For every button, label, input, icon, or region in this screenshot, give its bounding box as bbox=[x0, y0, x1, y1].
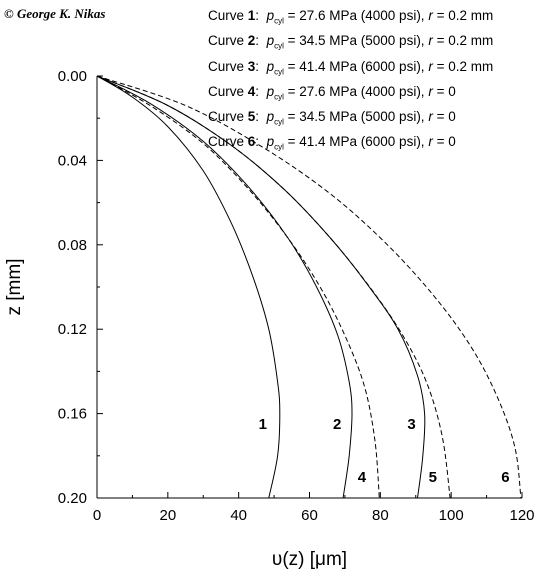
y-tick-label: 0.08 bbox=[58, 237, 87, 254]
curve-label-5: 5 bbox=[429, 469, 437, 486]
series-line-2 bbox=[96, 75, 353, 499]
legend-entry-2: Curve 2: pcyl = 34.5 MPa (5000 psi), r =… bbox=[208, 33, 494, 51]
series-line-1 bbox=[96, 75, 281, 499]
series-line-4 bbox=[96, 75, 380, 499]
x-tick-label: 20 bbox=[159, 507, 176, 524]
legend-entry-4: Curve 4: pcyl = 27.6 MPa (4000 psi), r =… bbox=[208, 83, 456, 102]
x-tick-label: 100 bbox=[439, 507, 464, 524]
legend: Curve 1: pcyl = 27.6 MPa (4000 psi), r =… bbox=[208, 6, 493, 158]
series-line-6 bbox=[96, 75, 522, 499]
x-axis-label: υ(z) [μm] bbox=[272, 549, 347, 570]
y-tick-label: 0.12 bbox=[58, 321, 87, 338]
series-line-3 bbox=[96, 75, 426, 499]
series-line-5 bbox=[96, 75, 451, 499]
curve-label-2: 2 bbox=[333, 416, 341, 433]
curve-label-6: 6 bbox=[501, 469, 509, 486]
curve-label-1: 1 bbox=[259, 416, 267, 433]
legend-entry-3: Curve 3: pcyl = 41.4 MPa (6000 psi), r =… bbox=[208, 58, 494, 77]
legend-entry-6: Curve 6: pcyl = 41.4 MPa (6000 psi), r =… bbox=[208, 134, 456, 153]
y-tick-label: 0.04 bbox=[58, 152, 87, 169]
y-tick-label: 0.16 bbox=[58, 406, 87, 423]
copyright-text: © George K. Nikas bbox=[4, 6, 106, 21]
legend-entry-1: Curve 1: pcyl = 27.6 MPa (4000 psi), r =… bbox=[208, 8, 494, 26]
y-tick-label: 0.20 bbox=[58, 490, 87, 507]
curve-label-3: 3 bbox=[407, 416, 415, 433]
curve-label-4: 4 bbox=[358, 469, 367, 486]
x-tick-label: 40 bbox=[230, 507, 247, 524]
x-tick-label: 0 bbox=[93, 507, 101, 524]
x-tick-label: 120 bbox=[509, 507, 534, 524]
y-tick-label: 0.00 bbox=[58, 68, 87, 85]
y-axis-label: z [mm] bbox=[4, 259, 25, 316]
x-tick-label: 80 bbox=[372, 507, 389, 524]
x-tick-label: 60 bbox=[301, 507, 318, 524]
